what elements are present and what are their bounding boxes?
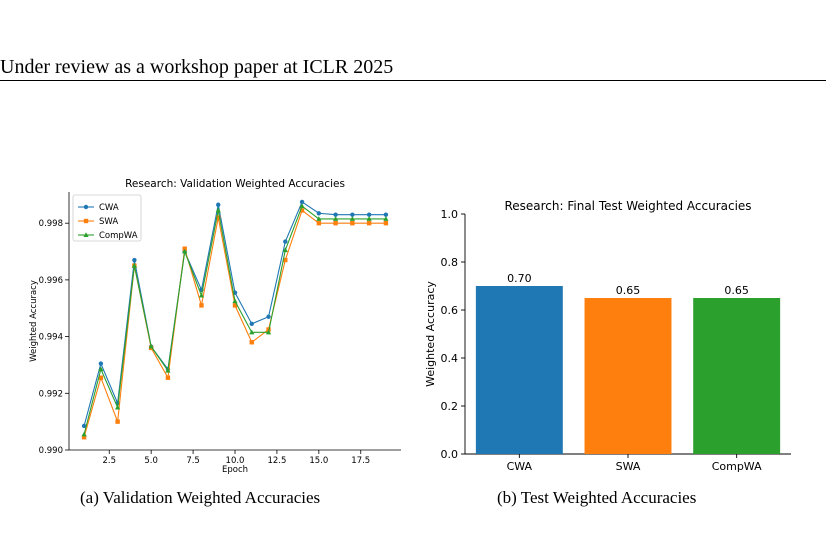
y-tick-label: 0.994 xyxy=(39,333,63,343)
caption-a: (a) Validation Weighted Accuracies xyxy=(80,488,321,507)
data-point xyxy=(249,329,255,335)
data-point xyxy=(98,366,104,372)
data-point xyxy=(148,343,154,349)
x-tick-label: 10.0 xyxy=(226,456,245,466)
chart-title: Research: Final Test Weighted Accuracies xyxy=(504,199,751,213)
data-point xyxy=(350,220,355,226)
test-accuracy-bar-chart: Research: Final Test Weighted Accuracies… xyxy=(424,199,791,473)
data-point xyxy=(283,257,288,263)
data-point xyxy=(333,216,339,221)
data-point xyxy=(366,216,372,221)
data-point xyxy=(216,202,221,207)
y-axis-label: Weighted Accuracy xyxy=(29,280,39,362)
x-tick-label: CompWA xyxy=(712,460,762,473)
data-point xyxy=(299,208,305,213)
data-point xyxy=(383,220,389,226)
data-point xyxy=(316,211,322,216)
y-axis-label: Weighted Accuracy xyxy=(424,281,437,387)
y-tick-label: 0.2 xyxy=(441,400,459,413)
y-tick-label: 0.6 xyxy=(441,304,459,317)
data-point xyxy=(81,423,87,429)
bar-value-label: 0.65 xyxy=(616,284,641,297)
x-tick-label: 2.5 xyxy=(102,456,116,466)
data-point xyxy=(316,220,322,226)
data-point xyxy=(182,248,188,254)
data-point xyxy=(182,246,187,251)
data-point xyxy=(199,303,204,308)
data-point xyxy=(232,298,238,304)
y-tick-label: 0.0 xyxy=(441,448,459,461)
validation-accuracy-line-chart: Research: Validation Weighted Accuracies… xyxy=(29,178,401,475)
bar-value-label: 0.70 xyxy=(507,272,532,285)
x-tick-label: 5.0 xyxy=(144,456,158,466)
legend-label-compwa: CompWA xyxy=(99,231,138,241)
data-point xyxy=(383,216,389,221)
y-tick-label: 0.990 xyxy=(39,446,63,456)
data-point xyxy=(232,303,238,308)
data-point xyxy=(98,361,104,366)
x-axis-label: Epoch xyxy=(222,465,248,475)
legend: CWA SWA CompWA xyxy=(72,194,142,242)
data-point xyxy=(215,207,221,213)
legend-label-swa: SWA xyxy=(99,217,118,227)
data-point xyxy=(383,212,389,217)
caption-b: (b) Test Weighted Accuracies xyxy=(497,488,697,507)
data-point xyxy=(198,292,205,298)
y-tick-label: 0.992 xyxy=(39,389,63,399)
bar-swa xyxy=(584,298,672,454)
data-point xyxy=(132,257,137,263)
data-point xyxy=(350,212,355,217)
bar-compwa xyxy=(693,298,781,454)
bar-value-label: 0.65 xyxy=(724,284,749,297)
x-tick-label: SWA xyxy=(616,460,641,473)
x-tick-label: 15.0 xyxy=(309,456,328,466)
data-point xyxy=(316,216,322,221)
bar-cwa xyxy=(475,286,563,454)
legend-label-cwa: CWA xyxy=(99,203,119,213)
data-point xyxy=(299,199,305,205)
legend-marker xyxy=(83,218,89,224)
series-line-swa xyxy=(83,209,386,438)
y-tick-label: 0.996 xyxy=(39,276,63,286)
data-point xyxy=(81,435,87,440)
data-point xyxy=(299,203,305,209)
data-point xyxy=(115,404,121,410)
data-point xyxy=(165,375,171,380)
data-point xyxy=(81,431,87,437)
data-point xyxy=(282,247,288,253)
y-tick-label: 0.998 xyxy=(39,219,63,229)
chart-title: Research: Validation Weighted Accuracies xyxy=(125,178,345,190)
y-tick-label: 1.0 xyxy=(441,208,459,221)
data-point xyxy=(333,212,338,217)
page-header: Under review as a workshop paper at ICLR… xyxy=(0,56,394,78)
x-tick-label: 17.5 xyxy=(351,456,370,466)
data-point xyxy=(115,419,120,424)
legend-marker xyxy=(83,232,89,237)
x-tick-label: 12.5 xyxy=(267,456,286,466)
data-point xyxy=(216,215,221,220)
data-point xyxy=(266,314,271,319)
data-point xyxy=(366,212,372,217)
x-tick-label: 7.5 xyxy=(186,456,200,466)
data-point xyxy=(265,329,272,335)
legend-marker xyxy=(83,204,89,210)
y-tick-label: 0.4 xyxy=(441,352,459,365)
data-point xyxy=(98,375,104,380)
y-tick-label: 0.8 xyxy=(441,256,459,269)
data-point xyxy=(366,220,372,226)
data-point xyxy=(283,239,288,244)
data-point xyxy=(266,327,271,332)
data-point xyxy=(249,340,254,345)
header-rule xyxy=(0,80,826,81)
data-point xyxy=(165,367,171,373)
data-point xyxy=(349,216,355,221)
data-point xyxy=(333,220,338,226)
data-point xyxy=(131,262,137,268)
x-tick-label: CWA xyxy=(507,460,533,473)
data-point xyxy=(249,321,254,327)
